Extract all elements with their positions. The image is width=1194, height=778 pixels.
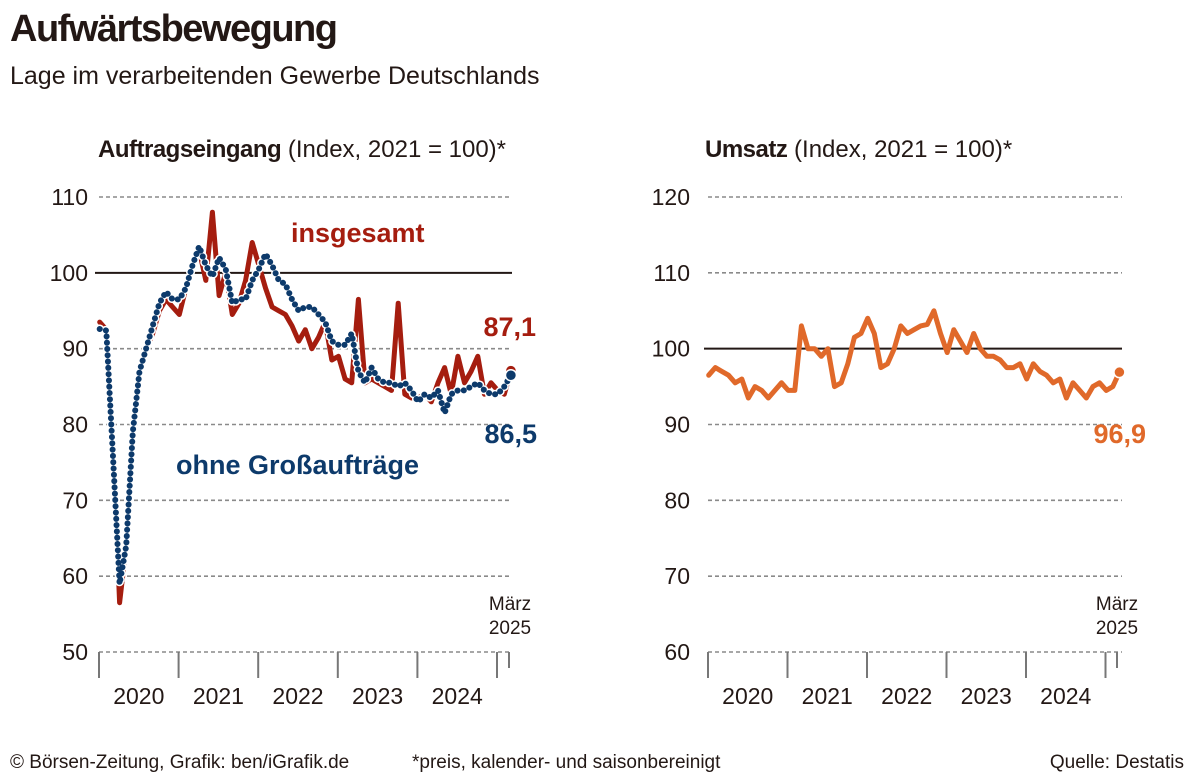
- main-subtitle: Lage im verarbeitenden Gewerbe Deutschla…: [10, 62, 540, 90]
- y-tick-label: 60: [664, 639, 690, 665]
- right-chart-title: Umsatz (Index, 2021 = 100)*: [705, 136, 1012, 164]
- series-ohne-gro-auftr-ge-line: [96, 243, 514, 587]
- y-tick-label: 110: [51, 184, 88, 210]
- left-chart-title-rest: (Index, 2021 = 100)*: [281, 136, 507, 163]
- y-tick-label: 60: [62, 563, 88, 589]
- x-tick-label: 2024: [432, 683, 483, 709]
- x-tick-label: 2023: [961, 683, 1012, 709]
- y-tick-label: 120: [652, 184, 690, 210]
- umsatz-chart: 60 70 80 90 100 110 120 2020 2021 2022 2023 2024 Mär…: [652, 184, 1139, 709]
- footer-note: *preis, kalender- und saisonbereinigt: [412, 752, 721, 773]
- y-tick-label: 70: [664, 563, 690, 589]
- y-tick-label: 90: [62, 336, 88, 362]
- series-insgesamt-line: [97, 209, 514, 606]
- series-umsatz-line: [706, 308, 1122, 401]
- right-chart-title-rest: (Index, 2021 = 100)*: [787, 136, 1013, 163]
- x-tick-label: 2024: [1040, 683, 1091, 709]
- right-chart-title-bold: Umsatz: [705, 136, 788, 163]
- auftragseingang-chart: 50 60 70 80 90 100 110 2020 2021 2022 2023 2024 März…: [50, 184, 532, 709]
- y-tick-label: 100: [50, 260, 88, 286]
- y-tick-label: 50: [62, 639, 88, 665]
- end-date-label: 2025: [489, 618, 531, 639]
- x-tick-label: 2020: [113, 683, 164, 709]
- footer-copyright: © Börsen-Zeitung, Grafik: ben/iGrafik.de: [10, 752, 350, 773]
- left-chart-title-bold: Auftragseingang: [98, 136, 282, 163]
- x-tick-label: 2022: [881, 683, 932, 709]
- x-tick-label: 2021: [802, 683, 853, 709]
- series-ohne-gro-auftr-ge-end-point: [504, 368, 518, 382]
- y-tick-label: 90: [664, 412, 690, 438]
- value-label-umsatz: 96,9: [1093, 419, 1146, 449]
- x-tick-label: 2022: [272, 683, 323, 709]
- y-tick-label: 80: [664, 487, 690, 513]
- y-tick-label: 80: [62, 412, 88, 438]
- value-label-insgesamt: 87,1: [483, 312, 536, 342]
- footer-source: Quelle: Destatis: [1049, 752, 1184, 773]
- x-tick-label: 2021: [193, 683, 244, 709]
- label-ohne-grossauftraege: ohne Großaufträge: [176, 450, 419, 480]
- series-ohne-gro-auftr-ge-halo: [95, 241, 516, 589]
- x-tick-label: 2020: [722, 683, 773, 709]
- y-tick-label: 110: [653, 260, 690, 286]
- label-insgesamt: insgesamt: [291, 218, 425, 248]
- x-tick-label: 2023: [352, 683, 403, 709]
- value-label-ohne-grossauftraege: 86,5: [484, 419, 537, 449]
- end-date-label: März: [1096, 594, 1138, 615]
- y-tick-label: 70: [62, 487, 88, 513]
- left-chart-title: Auftragseingang (Index, 2021 = 100)*: [98, 136, 506, 164]
- series-umsatz-end-point: [1113, 365, 1126, 379]
- main-title: Aufwärtsbewegung: [10, 8, 338, 50]
- y-tick-label: 100: [652, 336, 690, 362]
- end-date-label: März: [489, 594, 531, 615]
- end-date-label: 2025: [1096, 618, 1138, 639]
